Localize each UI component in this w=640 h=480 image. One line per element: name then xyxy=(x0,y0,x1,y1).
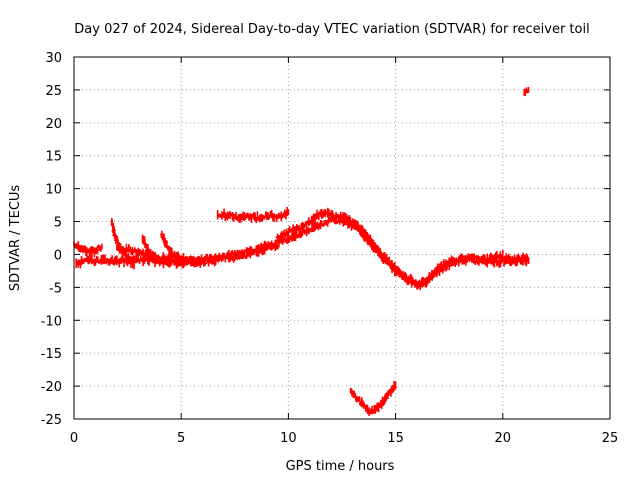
x-tick-label: 20 xyxy=(495,431,512,446)
y-tick-label: 10 xyxy=(45,183,62,198)
data-track xyxy=(216,206,290,224)
data-track xyxy=(159,230,187,267)
x-tick-label: 10 xyxy=(280,431,297,446)
y-tick-label: -25 xyxy=(41,413,62,428)
data-track xyxy=(349,380,397,417)
axis-layer: 0 5 10 15 20 25 -25 -20 -15 -10 -5 0 5 10 15 20 25 30 xyxy=(41,51,619,446)
y-tick-label: 30 xyxy=(45,51,62,66)
x-tick-label: 25 xyxy=(602,431,619,446)
y-tick-label: 5 xyxy=(54,216,62,231)
y-tick-label: -5 xyxy=(49,281,62,296)
x-tick-label: 0 xyxy=(70,431,78,446)
y-tick-label: 25 xyxy=(45,84,62,99)
data-layer xyxy=(73,86,530,417)
x-tick-label: 5 xyxy=(177,431,185,446)
y-tick-label: -10 xyxy=(41,314,62,329)
chart-title: Day 027 of 2024, Sidereal Day-to-day VTE… xyxy=(74,22,589,37)
grid-layer xyxy=(74,57,610,419)
y-tick-label: 20 xyxy=(45,117,62,132)
y-tick-label: -15 xyxy=(41,347,62,362)
x-tick-label: 15 xyxy=(387,431,404,446)
y-tick-label: 0 xyxy=(54,248,62,263)
data-track xyxy=(141,234,157,263)
data-track xyxy=(73,241,103,258)
x-axis-label: GPS time / hours xyxy=(286,459,395,474)
data-track xyxy=(275,207,530,291)
plot-frame xyxy=(73,56,611,420)
y-tick-label: -20 xyxy=(41,380,62,395)
y-axis-label: SDTVAR / TECUs xyxy=(8,185,23,292)
y-tick-label: 15 xyxy=(45,150,62,165)
data-track xyxy=(523,86,530,97)
